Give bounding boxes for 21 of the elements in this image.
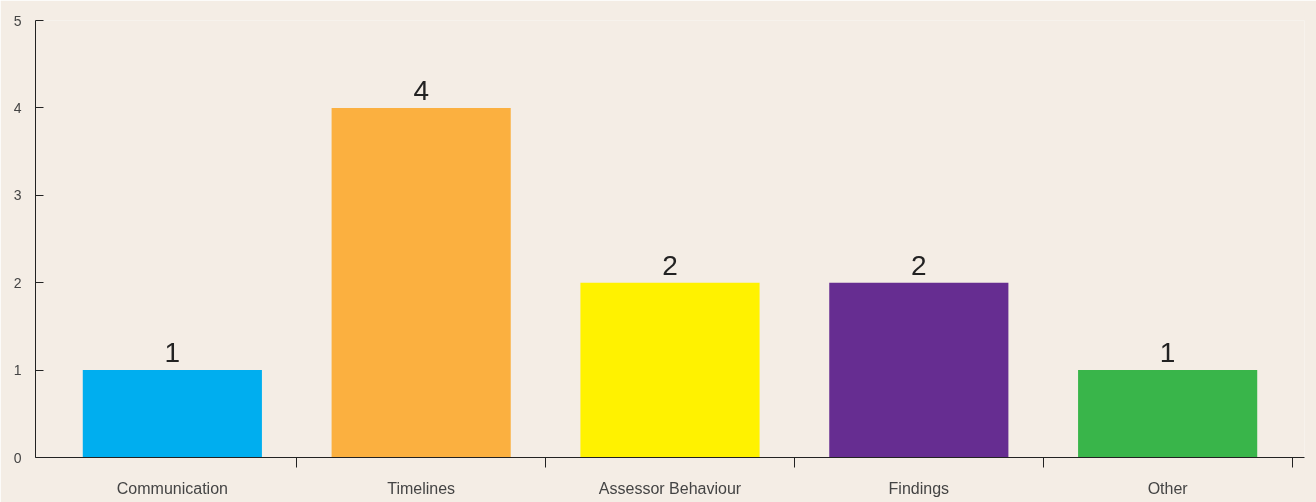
bar [1078, 370, 1258, 458]
bar [82, 370, 262, 458]
data-label: 4 [413, 74, 429, 106]
y-tick-label: 2 [13, 274, 22, 291]
x-tick-label: Other [1147, 479, 1189, 497]
bar [829, 282, 1009, 458]
data-label: 1 [164, 337, 181, 369]
y-tick-label: 0 [13, 449, 22, 466]
x-tick-label: Assessor Behaviour [598, 479, 742, 497]
x-tick-label: Communication [116, 479, 228, 497]
y-tick-label: 5 [13, 12, 22, 29]
bar [331, 107, 511, 458]
data-label: 2 [662, 249, 678, 281]
y-tick-label: 4 [13, 99, 22, 116]
y-tick-label: 1 [13, 362, 22, 379]
y-tick-label: 3 [13, 187, 22, 204]
data-label: 1 [1159, 337, 1176, 369]
x-tick-label: Findings [888, 479, 950, 497]
bar [580, 282, 760, 458]
x-tick-label: Timelines [387, 479, 456, 497]
data-label: 2 [911, 249, 927, 281]
